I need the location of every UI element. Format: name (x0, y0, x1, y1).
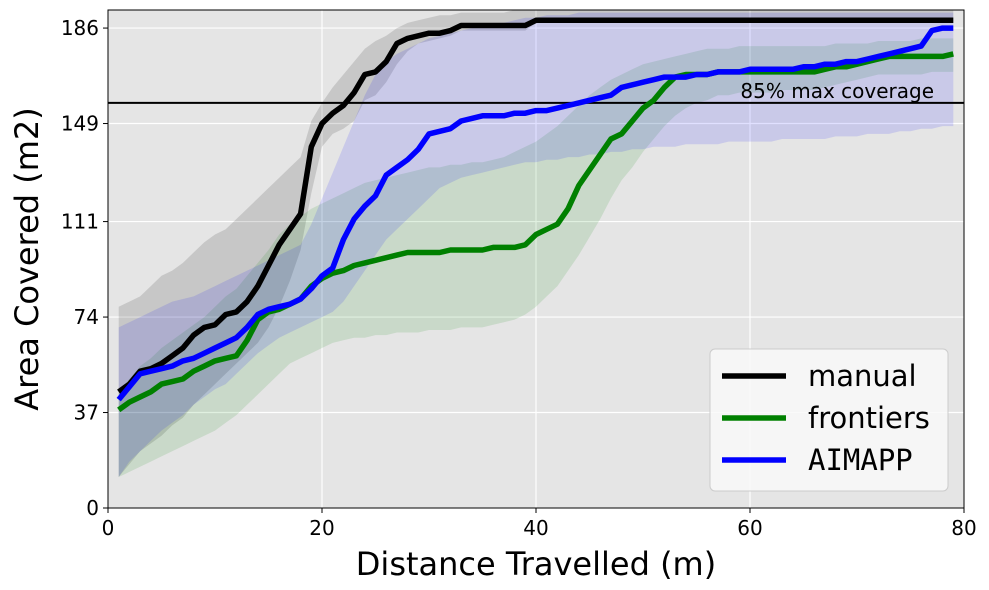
legend-label-frontiers: frontiers (808, 401, 930, 435)
series-lines (116, 17, 954, 413)
confidence-bands (118, 10, 954, 478)
band-manual (118, 10, 954, 477)
band-frontiers (118, 38, 954, 478)
y-tick-label: 74 (74, 305, 99, 329)
legend: manual frontiers AIMAPP (709, 348, 949, 492)
x-tick-label: 40 (523, 516, 548, 540)
band-aimapp (118, 12, 954, 477)
x-tick-label: 0 (102, 516, 115, 540)
y-axis-ticks: 0 37 74 111 149 186 (61, 16, 108, 520)
x-tick-label: 80 (951, 516, 976, 540)
y-tick-label: 0 (86, 496, 99, 520)
series-line-frontiers (117, 51, 954, 413)
series-line-aimapp (116, 25, 954, 402)
y-tick-label: 37 (74, 401, 99, 425)
y-tick-label: 186 (61, 16, 99, 40)
legend-box (709, 348, 949, 492)
y-tick-label: 111 (61, 210, 99, 234)
series-line-manual (117, 17, 954, 395)
x-tick-label: 60 (737, 516, 762, 540)
y-axis-title: Area Covered (m2) (8, 107, 46, 410)
reference-line-label: 85% max coverage (740, 79, 934, 103)
x-axis-title: Distance Travelled (m) (356, 545, 716, 583)
legend-label-manual: manual (808, 359, 917, 393)
x-axis-ticks: 0 20 40 60 80 (102, 508, 977, 540)
x-tick-label: 20 (309, 516, 334, 540)
legend-label-aimapp: AIMAPP (808, 443, 913, 477)
y-tick-label: 149 (61, 112, 99, 136)
reference-line-group: 85% max coverage (108, 79, 964, 104)
